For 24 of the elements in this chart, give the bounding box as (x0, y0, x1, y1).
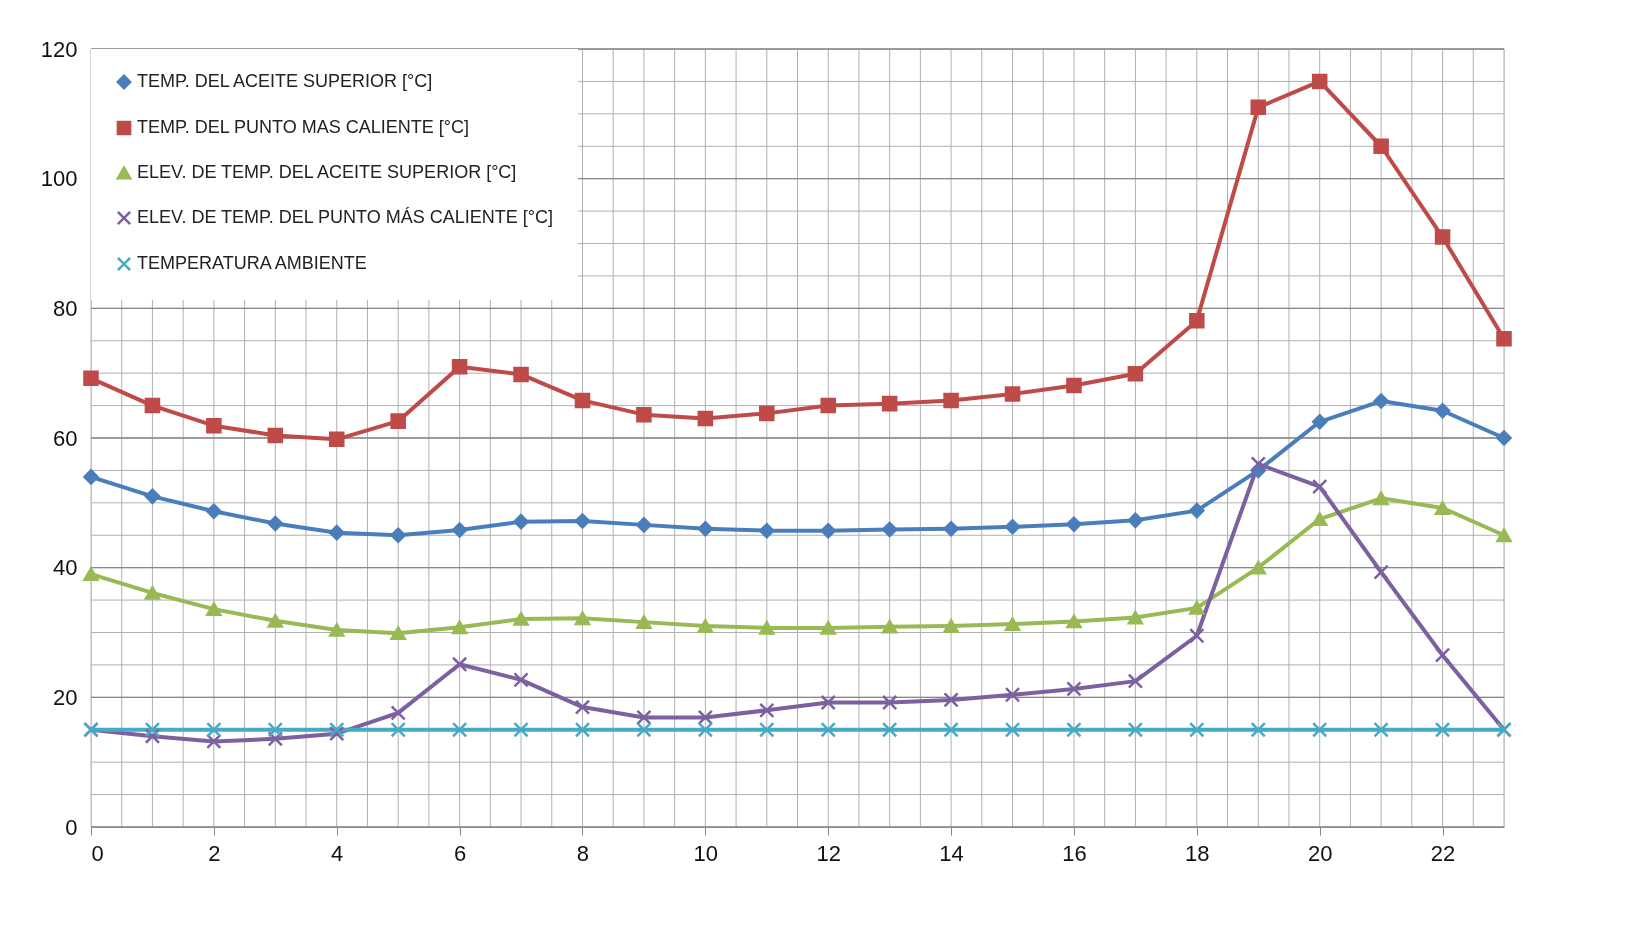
legend-label: ELEV. DE TEMP. DEL PUNTO MÁS CALIENTE [°C] (137, 207, 553, 227)
y-tick-label: 20 (53, 684, 78, 710)
legend-label: ELEV. DE TEMP. DEL ACEITE SUPERIOR [°C] (137, 162, 517, 182)
y-tick-label: 100 (40, 166, 78, 192)
x-tick-label: 18 (1185, 840, 1210, 866)
x-tick-label: 16 (1062, 840, 1087, 866)
y-tick-label: 40 (53, 555, 78, 581)
x-tick-label: 22 (1430, 840, 1456, 866)
x-tick-label: 6 (453, 840, 467, 866)
x-tick-label: 20 (1307, 840, 1333, 866)
x-tick-label: 4 (331, 840, 344, 866)
x-tick-label: 2 (208, 840, 221, 866)
x-tick-label: 10 (693, 840, 719, 866)
legend-label: TEMP. DEL PUNTO MAS CALIENTE [°C] (137, 117, 469, 137)
y-tick-label: 80 (53, 295, 78, 321)
x-tick-label: 12 (816, 840, 841, 866)
legend-label: TEMP. DEL ACEITE SUPERIOR [°C] (137, 71, 433, 91)
legend-label: TEMPERATURA AMBIENTE (137, 253, 367, 273)
y-tick-label: 120 (40, 36, 78, 62)
y-tick-label: 0 (65, 814, 78, 840)
x-tick-label: 0 (91, 840, 104, 866)
y-tick-label: 60 (53, 425, 78, 451)
x-tick-label: 14 (939, 840, 964, 866)
x-tick-label: 8 (576, 840, 590, 866)
